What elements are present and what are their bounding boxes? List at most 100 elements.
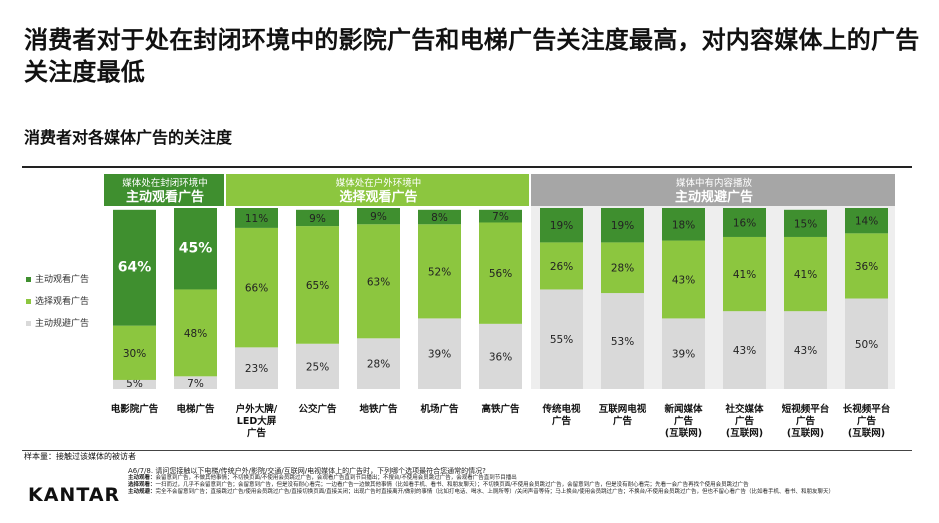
bar-segment-6-0 — [479, 323, 522, 389]
bar-segment-5-2 — [418, 209, 461, 225]
footnote-line-avoid: 主动规避：完全不会留意到广告；直接跳过广告/使用会员跳过广告/直接切换页面/直接… — [128, 489, 834, 495]
bar-value-label-1-2: 45% — [179, 241, 213, 257]
category-label-11-2: (互联网) — [787, 427, 824, 439]
bar-segment-8-2 — [601, 208, 644, 243]
category-label-7-0: 传统电视 — [541, 403, 581, 415]
bar-segment-2-0 — [235, 347, 278, 389]
category-label-12-1: 广告 — [857, 415, 877, 427]
category-label-11-1: 广告 — [796, 415, 816, 427]
category-label-9-0: 新闻媒体 — [664, 403, 703, 415]
bar-value-label-3-1: 65% — [306, 280, 329, 292]
bar-segment-5-0 — [418, 318, 461, 389]
group-header-line2-2: 主动规避广告 — [675, 189, 753, 205]
group-header-1 — [226, 174, 529, 206]
bar-value-label-1-0: 7% — [187, 378, 204, 390]
category-label-12-0: 长视频平台 — [843, 403, 891, 415]
bar-segment-11-2 — [784, 209, 827, 237]
bar-segment-0-1 — [113, 325, 156, 380]
group-header-0 — [104, 174, 224, 206]
footnote-line-choice: 选择观看：一扫而过，几乎不会留意到广告；会留意到广告，但是没有耐心看完；一边看广… — [128, 482, 749, 488]
category-label-9-1: 广告 — [674, 415, 694, 427]
legend-swatch-1 — [26, 299, 31, 304]
bar-segment-7-1 — [540, 242, 583, 290]
bar-value-label-11-1: 41% — [794, 269, 817, 281]
bar-segment-1-2 — [174, 208, 217, 290]
legend-label-0: 主动观看广告 — [35, 273, 89, 285]
category-label-9-2: (互联网) — [665, 427, 702, 439]
bar-segment-10-0 — [723, 311, 766, 389]
bar-value-label-9-2: 18% — [672, 219, 695, 231]
bar-segment-4-1 — [357, 224, 400, 339]
bar-value-label-7-0: 55% — [550, 334, 573, 346]
bar-value-label-9-0: 39% — [672, 349, 695, 361]
bar-value-label-11-0: 43% — [794, 345, 817, 357]
category-label-8-0: 互联网电视 — [599, 403, 647, 415]
bar-segment-0-0 — [113, 379, 156, 389]
bar-segment-12-0 — [845, 298, 888, 389]
bar-value-label-6-2: 7% — [492, 211, 509, 223]
bar-segment-9-1 — [662, 240, 705, 319]
bar-segment-12-2 — [845, 208, 888, 234]
legend-swatch-0 — [26, 277, 31, 282]
bar-value-label-4-2: 9% — [370, 211, 387, 223]
group-header-line2-1: 选择观看广告 — [339, 189, 417, 205]
bar-segment-3-2 — [296, 209, 339, 227]
bar-value-label-2-2: 11% — [245, 213, 268, 225]
group-header-2 — [531, 174, 895, 206]
bar-segment-10-2 — [723, 208, 766, 237]
bar-value-label-12-2: 14% — [855, 216, 878, 228]
bottom-divider — [22, 450, 912, 451]
category-label-2-2: 广告 — [247, 427, 267, 439]
category-label-7-1: 广告 — [552, 415, 572, 427]
bar-segment-8-1 — [601, 242, 644, 294]
bar-segment-5-1 — [418, 224, 461, 319]
bar-value-label-6-0: 36% — [489, 351, 512, 363]
legend-swatch-2 — [26, 321, 31, 326]
bar-segment-6-1 — [479, 222, 522, 324]
bar-segment-9-0 — [662, 318, 705, 389]
bar-value-label-11-2: 15% — [794, 218, 817, 230]
category-label-2-1: LED大屏 — [237, 415, 277, 427]
category-label-4-0: 地铁广告 — [359, 403, 398, 415]
category-label-10-0: 社交媒体 — [724, 403, 764, 415]
bar-value-label-3-0: 25% — [306, 361, 329, 373]
bar-value-label-9-1: 43% — [672, 274, 695, 286]
category-label-5-0: 机场广告 — [420, 403, 459, 415]
bar-value-label-2-1: 66% — [245, 283, 268, 295]
bar-segment-3-0 — [296, 343, 339, 389]
bar-value-label-8-2: 19% — [611, 220, 634, 232]
bar-segment-9-2 — [662, 208, 705, 241]
bar-value-label-0-2: 64% — [118, 260, 152, 276]
bar-value-label-5-0: 39% — [428, 349, 451, 361]
category-label-1-0: 电梯广告 — [176, 403, 215, 415]
category-label-10-2: (互联网) — [726, 427, 763, 439]
legend-label-2: 主动规避广告 — [35, 317, 89, 329]
group-band-2 — [531, 174, 895, 389]
footnote-line-active: 主动观看：会留意到广告，不做其他事情；不切换页面/不使用会员跳过广告，会观看广告… — [128, 475, 517, 481]
footnote-question: A6/7/8. 请问您接触以下电梯/传统户外/影院/交通/互联网/电视媒体上的广… — [128, 467, 486, 475]
bar-value-label-5-2: 8% — [431, 212, 448, 224]
bar-segment-2-2 — [235, 208, 278, 228]
category-label-8-1: 广告 — [613, 415, 633, 427]
bar-value-label-8-0: 53% — [611, 336, 634, 348]
bar-segment-4-0 — [357, 338, 400, 389]
footnote: A6/7/8. 请问您接触以下电梯/传统户外/影院/交通/互联网/电视媒体上的广… — [128, 468, 928, 496]
legend-label-1: 选择观看广告 — [35, 295, 89, 307]
group-header-line1-2: 媒体中有内容播放 — [676, 177, 753, 189]
bar-value-label-8-1: 28% — [611, 263, 634, 275]
bar-value-label-3-2: 9% — [309, 213, 326, 225]
category-label-10-1: 广告 — [735, 415, 755, 427]
bar-value-label-2-0: 23% — [245, 363, 268, 375]
sample-note: 样本量：接触过该媒体的被访者 — [24, 452, 136, 461]
category-label-3-0: 公交广告 — [298, 403, 337, 415]
bar-value-label-12-1: 36% — [855, 261, 878, 273]
category-label-2-0: 户外大牌/ — [235, 403, 278, 415]
category-label-6-0: 高铁广告 — [481, 403, 520, 415]
kantar-logo: KANTAR — [28, 484, 121, 506]
bar-segment-4-2 — [357, 208, 400, 225]
bar-segment-1-1 — [174, 289, 217, 377]
bar-value-label-12-0: 50% — [855, 339, 878, 351]
bar-value-label-4-1: 63% — [367, 276, 390, 288]
bar-value-label-10-0: 43% — [733, 345, 756, 357]
